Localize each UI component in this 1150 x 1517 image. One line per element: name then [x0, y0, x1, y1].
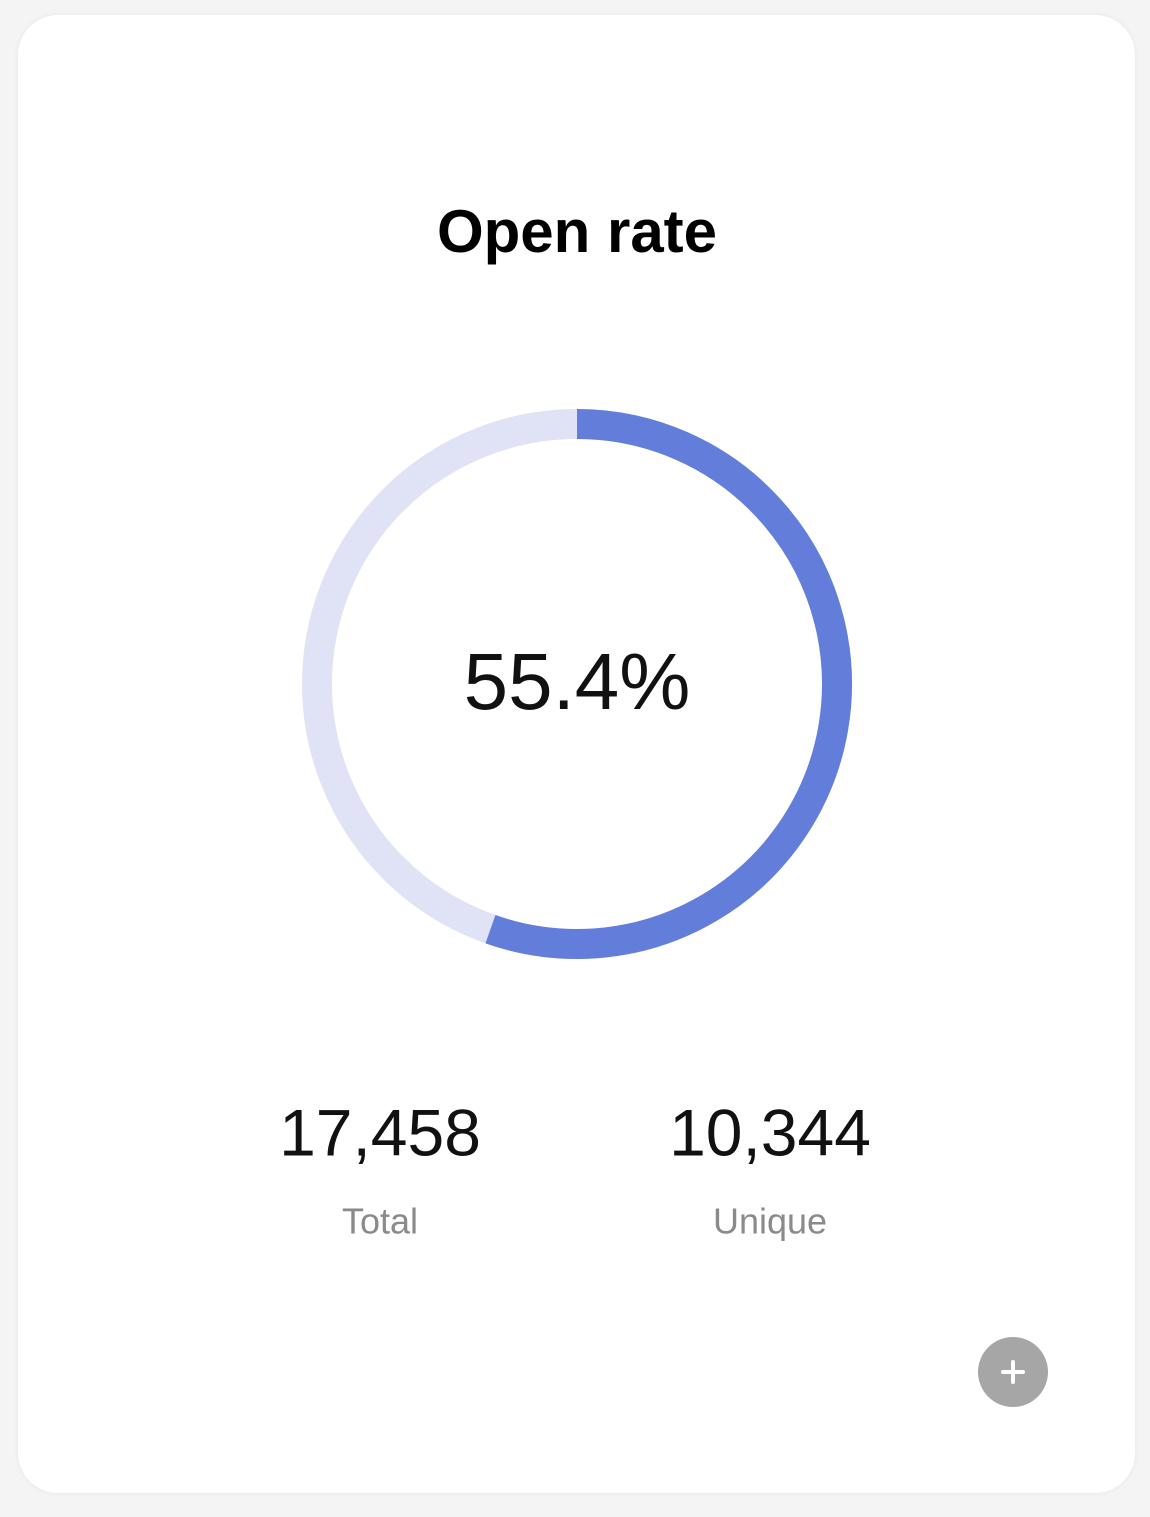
stat-label: Total: [342, 1201, 418, 1242]
gauge-arc: [485, 409, 852, 959]
plus-icon[interactable]: [1001, 1360, 1025, 1384]
value-label: 55.4%: [464, 637, 691, 726]
card: [18, 15, 1135, 1493]
chart-title: Open rate: [437, 198, 717, 265]
stat-value: 17,458: [279, 1095, 481, 1169]
stat-label: Unique: [713, 1201, 827, 1242]
add-button[interactable]: [978, 1337, 1048, 1407]
stat-value: 10,344: [669, 1095, 871, 1169]
